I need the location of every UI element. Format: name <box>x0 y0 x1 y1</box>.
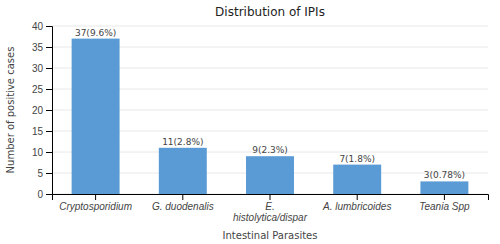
x-tick: E.histolytica/dispar <box>233 194 308 223</box>
y-axis-title: Number of positive cases <box>5 47 16 174</box>
x-axis: Cryptosporidium G. duodenalis E.histolytic… <box>53 194 489 223</box>
grid <box>52 26 488 194</box>
bars <box>72 39 469 194</box>
x-tick-mark <box>444 194 445 200</box>
y-tick-mark <box>46 68 52 69</box>
y-tick-mark <box>46 173 52 174</box>
y-tick: 25 <box>32 84 52 95</box>
y-axis-line <box>46 27 53 195</box>
y-tick-label: 15 <box>32 126 44 137</box>
grid-line <box>52 26 488 27</box>
y-tick-label: 10 <box>32 147 44 158</box>
plot: 0 5 10 15 20 25 30 35 40 Cryptosporidium G. duoden… <box>32 21 489 223</box>
y-tick: 35 <box>32 42 52 53</box>
x-tick-mark <box>95 194 96 200</box>
bar <box>420 181 468 194</box>
y-tick: 10 <box>32 147 52 158</box>
y-tick-label: 30 <box>32 63 44 74</box>
x-tick: A. lumbricoides <box>322 194 391 212</box>
x-tick: Teania Spp <box>419 194 470 212</box>
y-tick-label: 35 <box>32 42 44 53</box>
data-label: 3(0.78%) <box>424 170 465 180</box>
y-tick-mark <box>46 89 52 90</box>
y-tick: 30 <box>32 63 52 74</box>
bar <box>159 148 207 194</box>
y-tick: 20 <box>32 105 52 116</box>
y-tick-mark <box>46 26 52 27</box>
y-tick-label: 40 <box>32 21 44 32</box>
x-tick-label: E.histolytica/dispar <box>233 201 308 223</box>
data-label: 37(9.6%) <box>75 28 116 38</box>
bar <box>333 165 381 194</box>
y-tick: 5 <box>37 168 52 179</box>
y-tick-mark <box>46 194 52 195</box>
x-tick: G. duodenalis <box>152 194 214 212</box>
y-tick-mark <box>46 152 52 153</box>
x-axis-line <box>53 195 489 201</box>
x-tick-mark <box>270 194 271 200</box>
chart: 0 5 10 15 20 25 30 35 40 Cryptosporidium G. duoden… <box>0 0 500 244</box>
y-axis: 0 5 10 15 20 25 30 35 40 <box>32 21 53 200</box>
x-tick-label: Cryptosporidium <box>59 201 132 212</box>
y-tick: 0 <box>37 189 52 200</box>
data-labels: 37(9.6%) 11(2.8%) 9(2.3%) 7(1.8%) 3(0.78%) <box>75 28 465 181</box>
title: Distribution of IPIs <box>215 5 325 19</box>
y-tick: 40 <box>32 21 52 32</box>
y-tick-mark <box>46 110 52 111</box>
y-tick-label: 5 <box>37 168 43 179</box>
y-tick: 15 <box>32 126 52 137</box>
data-label: 11(2.8%) <box>162 137 203 147</box>
data-label: 9(2.3%) <box>252 145 288 155</box>
x-tick-mark <box>182 194 183 200</box>
y-tick-mark <box>46 47 52 48</box>
y-tick-label: 20 <box>32 105 44 116</box>
y-tick-mark <box>46 131 52 132</box>
y-tick-label: 0 <box>37 189 43 200</box>
x-tick-mark <box>357 194 358 200</box>
x-tick: Cryptosporidium <box>59 194 132 212</box>
x-tick-label: G. duodenalis <box>152 201 214 212</box>
bar <box>72 39 120 194</box>
x-tick-label: A. lumbricoides <box>322 201 391 212</box>
data-label: 7(1.8%) <box>339 154 375 164</box>
x-axis-title: Intestinal Parasites <box>223 230 318 241</box>
y-tick-label: 25 <box>32 84 44 95</box>
x-tick-label: Teania Spp <box>419 201 470 212</box>
bar <box>246 156 294 194</box>
